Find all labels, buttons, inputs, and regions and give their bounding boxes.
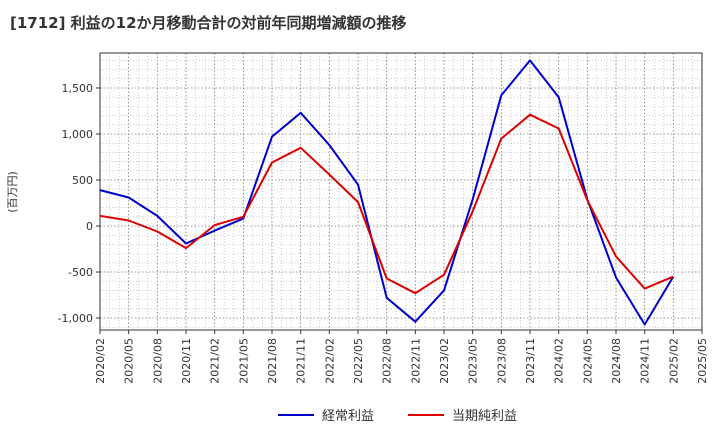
x-tick-label: 2024/05 [581, 338, 594, 384]
x-tick-label: 2022/11 [409, 338, 422, 384]
chart-title: [1712] 利益の12か月移動合計の対前年同期増減額の推移 [10, 14, 407, 32]
y-tick-label: 500 [72, 174, 93, 187]
legend-label-2: 当期純利益 [452, 409, 517, 424]
x-tick-label: 2021/11 [295, 338, 308, 384]
x-tick-label: 2020/08 [151, 338, 164, 384]
x-tick-label: 2021/05 [237, 338, 250, 384]
series-line-2 [99, 113, 674, 295]
y-tick-label: 1,500 [62, 82, 94, 95]
x-tick-label: 2022/02 [323, 338, 336, 384]
x-tick-label: 2020/05 [123, 338, 136, 384]
x-tick-label: 2023/08 [495, 338, 508, 384]
legend-label-1: 経常利益 [322, 409, 374, 424]
x-tick-label: 2022/05 [352, 338, 365, 384]
x-tick-label: 2023/05 [467, 338, 480, 384]
x-tick-label: 2025/02 [667, 338, 680, 384]
x-tick-label: 2020/11 [180, 338, 193, 384]
grid-layer [100, 53, 702, 330]
x-tick-label: 2023/11 [524, 338, 537, 384]
y-axis-label: (百万円) [6, 171, 19, 213]
y-tick-label: -1,000 [58, 312, 93, 325]
x-tick-label: 2021/08 [266, 338, 279, 384]
y-tick-label: 0 [86, 220, 93, 233]
x-tick-label: 2024/11 [639, 338, 652, 384]
legend: 経常利益 当期純利益 [278, 409, 517, 424]
x-tick-label: 2025/05 [696, 338, 709, 384]
x-tick-label: 2024/08 [610, 338, 623, 384]
x-tick-label: 2020/02 [94, 338, 107, 384]
x-tick-label: 2023/02 [438, 338, 451, 384]
y-tick-label: -500 [68, 266, 93, 279]
x-tick-label: 2021/02 [209, 338, 222, 384]
x-tick-label: 2024/02 [553, 338, 566, 384]
x-axis: 2020/02 2020/05 2020/08 2020/11 2021/02 2021/… [94, 330, 709, 384]
y-axis: -1,000 -500 0 500 1,000 1,500 [58, 82, 100, 325]
y-tick-label: 1,000 [62, 128, 94, 141]
x-tick-label: 2022/08 [381, 338, 394, 384]
plot-frame [99, 52, 703, 331]
series-layer [99, 59, 675, 326]
